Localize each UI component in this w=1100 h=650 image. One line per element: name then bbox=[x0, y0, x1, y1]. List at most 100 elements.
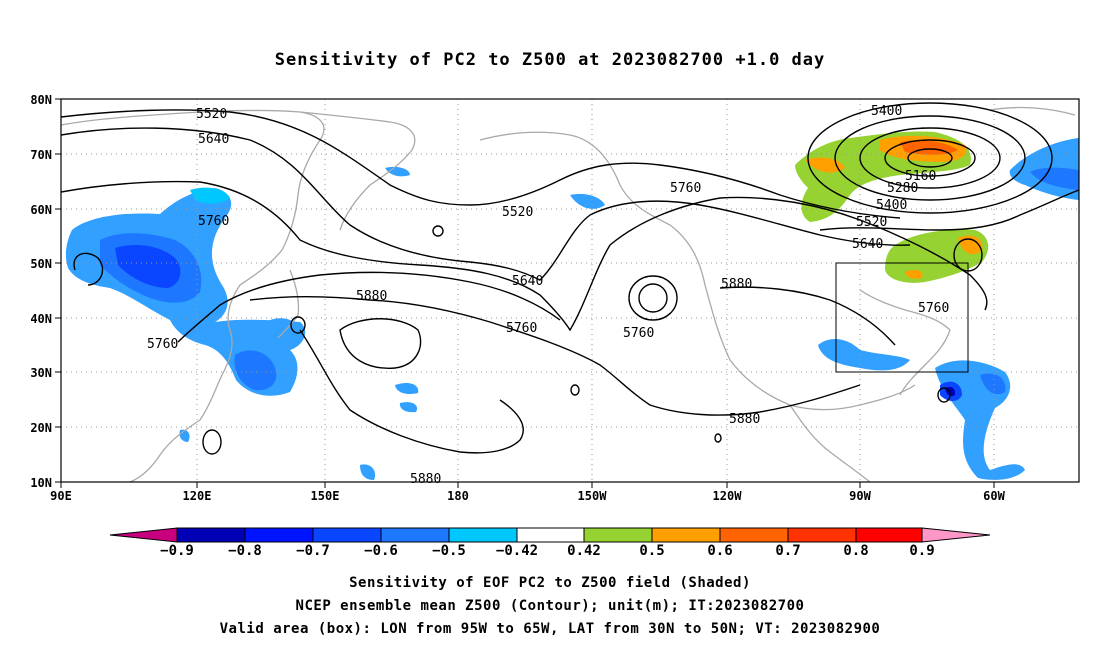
contour-low-hudson-4 bbox=[884, 139, 976, 177]
coastlines bbox=[61, 106, 1076, 482]
z500-contours bbox=[61, 102, 1079, 455]
contour-high-pacific bbox=[339, 318, 422, 369]
colorbar-segment bbox=[651, 527, 721, 543]
contour-label: 5520 bbox=[196, 107, 227, 122]
lat-label: 20N bbox=[30, 421, 52, 435]
coastline-north-america-east bbox=[859, 289, 951, 396]
contour-label: 5520 bbox=[502, 205, 533, 220]
contour-small-1 bbox=[432, 225, 444, 237]
caption-line-1: Sensitivity of EOF PC2 to Z500 field (Sh… bbox=[349, 575, 751, 591]
lon-label: 120W bbox=[713, 489, 743, 503]
contour-label: 5640 bbox=[198, 132, 229, 147]
contour-low-hudson-3 bbox=[859, 127, 1001, 189]
contour-low-pacific-inner bbox=[638, 283, 668, 313]
lat-label: 60N bbox=[30, 203, 52, 217]
colorbar-segment bbox=[244, 527, 314, 543]
contour-label: 5880 bbox=[729, 412, 760, 427]
negative-patch-3 bbox=[399, 402, 418, 413]
negative-core-northatlantic bbox=[1030, 167, 1079, 190]
caption-line-3: Valid area (box): LON from 95W to 65W, L… bbox=[219, 621, 881, 637]
contour-label: 5880 bbox=[410, 472, 441, 487]
contour-label: 5760 bbox=[623, 326, 654, 341]
coastline-central-america bbox=[789, 404, 871, 482]
contour-5880 bbox=[249, 295, 861, 416]
colorbar-segment bbox=[921, 527, 991, 543]
contour-low-pacific bbox=[628, 275, 678, 321]
contour-label: 5760 bbox=[506, 321, 537, 336]
positive-core-east-canada-2 bbox=[905, 270, 923, 279]
negative-sensitivity-gulf bbox=[818, 338, 910, 371]
negative-patch-1 bbox=[190, 187, 230, 204]
colorbar-segment bbox=[787, 527, 857, 543]
lon-label: 150E bbox=[311, 489, 340, 503]
lon-label: 90W bbox=[849, 489, 871, 503]
contour-5880-c bbox=[719, 286, 896, 346]
latitude-labels: 80N 70N 60N 50N 40N 30N 20N 10N bbox=[30, 93, 52, 490]
contour-low-hudson-2 bbox=[834, 115, 1026, 201]
colorbar-segment bbox=[583, 527, 653, 543]
longitude-labels: 90E 120E 150E 180 150W 120W 90W 60W bbox=[50, 489, 1005, 503]
contour-low-hudson-5 bbox=[907, 148, 953, 168]
colorbar-segment bbox=[109, 527, 178, 543]
negative-patch-2 bbox=[395, 382, 419, 395]
lon-label: 60W bbox=[983, 489, 1005, 503]
negative-patch-4 bbox=[385, 166, 410, 177]
coastline-kamchatka bbox=[299, 111, 416, 231]
colorbar-segment bbox=[516, 527, 585, 543]
negative-core-asia-2 bbox=[115, 245, 181, 288]
negative-patch-6 bbox=[360, 464, 376, 480]
contour-label: 5760 bbox=[918, 301, 949, 316]
contour-label: 5400 bbox=[876, 198, 907, 213]
colorbar-segment bbox=[176, 527, 246, 543]
contour-small-4 bbox=[937, 387, 951, 403]
contour-low-hudson-1 bbox=[807, 102, 1053, 214]
colorbar-segment bbox=[855, 527, 923, 543]
contour-5520 bbox=[61, 109, 901, 219]
contour-label: 5880 bbox=[356, 289, 387, 304]
colorbar bbox=[109, 527, 991, 543]
coastline-asia bbox=[61, 109, 325, 482]
negative-patch-5 bbox=[570, 194, 605, 209]
valid-area-box bbox=[835, 262, 969, 373]
coastline-greenland bbox=[989, 106, 1076, 116]
lat-label: 40N bbox=[30, 312, 52, 326]
contour-labels: 5520 5640 5760 5760 5880 5880 5520 5640 … bbox=[147, 104, 949, 487]
contour-label: 5760 bbox=[670, 181, 701, 196]
contour-5760 bbox=[61, 180, 988, 332]
contour-east-canada bbox=[819, 189, 1079, 231]
caption-line-2: NCEP ensemble mean Z500 (Contour); unit(… bbox=[295, 598, 805, 614]
coastline-alaska bbox=[479, 131, 916, 411]
lat-label: 30N bbox=[30, 366, 52, 380]
coastline-japan bbox=[277, 269, 300, 339]
contour-5880-b bbox=[299, 329, 524, 454]
contour-small-6 bbox=[714, 433, 722, 443]
contour-label: 5160 bbox=[905, 169, 936, 184]
lat-label: 10N bbox=[30, 476, 52, 490]
contour-small-3 bbox=[202, 429, 222, 455]
negative-sensitivity-korea bbox=[234, 350, 277, 391]
colorbar-segment bbox=[719, 527, 789, 543]
negative-sensitivity-atlantic bbox=[935, 360, 1025, 480]
colorbar-segment bbox=[448, 527, 518, 543]
contour-small-2 bbox=[290, 316, 306, 334]
lon-label: 120E bbox=[183, 489, 212, 503]
contour-5640 bbox=[61, 127, 911, 281]
figure-caption: Sensitivity of EOF PC2 to Z500 field (Sh… bbox=[0, 572, 1100, 641]
contour-label: 5520 bbox=[856, 215, 887, 230]
contour-label: 5760 bbox=[147, 337, 178, 352]
contour-label: 5640 bbox=[512, 274, 543, 289]
lat-label: 70N bbox=[30, 148, 52, 162]
lat-label: 80N bbox=[30, 93, 52, 107]
contour-label: 5760 bbox=[198, 214, 229, 229]
colorbar-segment bbox=[312, 527, 382, 543]
contour-label: 5400 bbox=[871, 104, 902, 119]
plot-title: Sensitivity of PC2 to Z500 at 2023082700… bbox=[274, 50, 826, 70]
contour-label: 5640 bbox=[852, 237, 883, 252]
contour-asia-low bbox=[73, 252, 104, 286]
colorbar-segment bbox=[380, 527, 450, 543]
lon-label: 180 bbox=[447, 489, 469, 503]
negative-core-atlantic-3 bbox=[980, 373, 1006, 395]
contour-label: 5280 bbox=[887, 181, 918, 196]
contour-5760-b bbox=[177, 271, 561, 343]
